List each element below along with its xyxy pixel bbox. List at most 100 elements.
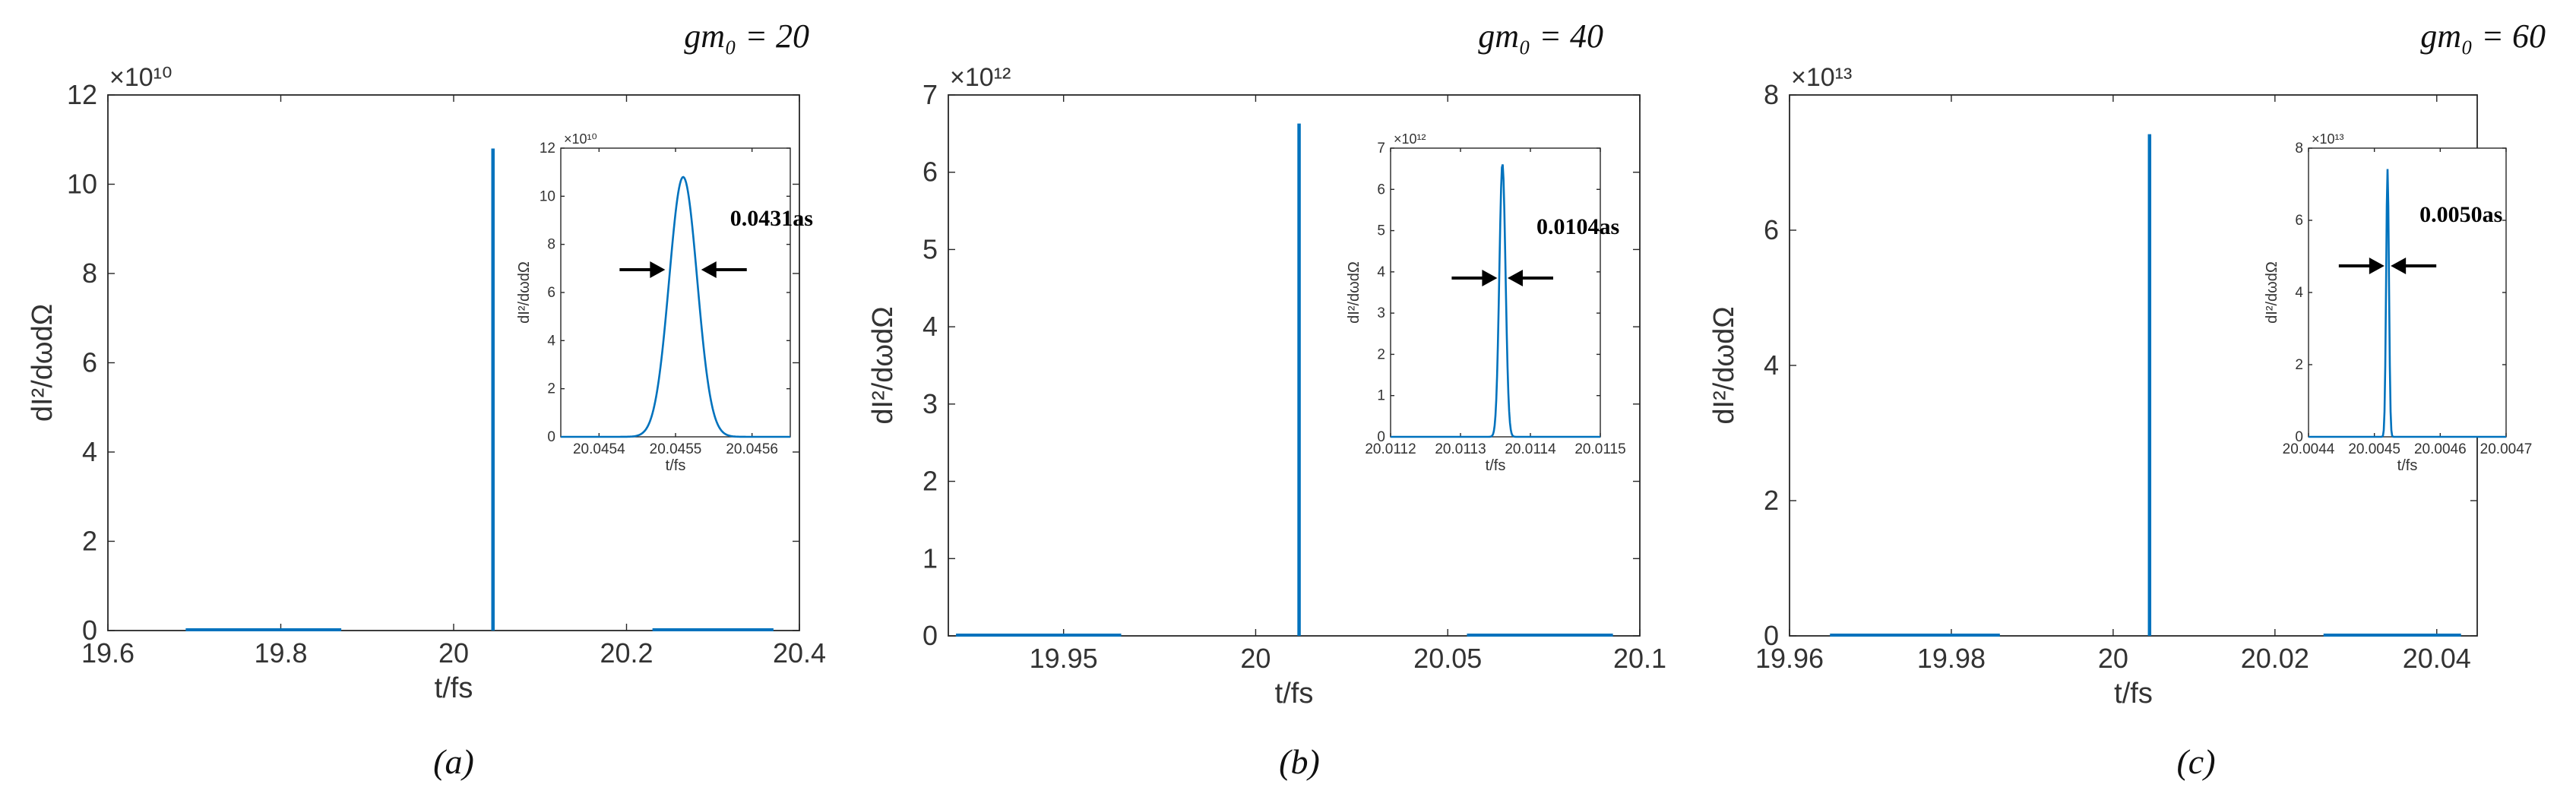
y-tick-label: 2 [1764, 485, 1779, 516]
y-tick-label: 8 [547, 237, 555, 253]
fwhm-label: 0.0431as [730, 206, 813, 231]
axis-multiplier: ×10¹² [1394, 131, 1426, 147]
fwhm-arrow-right-head [2391, 258, 2407, 274]
fwhm-arrow-left-head [650, 261, 666, 278]
y-axis-label: dI²/dωdΩ [1346, 261, 1362, 324]
y-tick-label: 8 [2295, 141, 2303, 156]
x-axis-label: t/fs [2114, 678, 2153, 710]
axis-multiplier: ×10¹² [950, 63, 1011, 92]
x-axis-label: t/fs [1486, 457, 1506, 474]
x-tick-label: 19.6 [81, 637, 134, 669]
y-tick-label: 6 [82, 347, 97, 378]
x-tick-label: 20.05 [1413, 643, 1482, 674]
y-tick-label: 5 [1377, 223, 1385, 239]
x-axis-label: t/fs [2397, 457, 2418, 474]
y-tick-label: 4 [1764, 349, 1779, 381]
y-tick-label: 2 [1377, 346, 1385, 362]
y-tick-label: 6 [1377, 182, 1385, 198]
y-tick-label: 10 [67, 169, 97, 200]
panel-title: gm₀ = 60 [2420, 17, 2546, 55]
x-tick-label: 20.0454 [573, 441, 625, 457]
panel-2: 19.95 20 20.05 20.101234567×10¹²t/fsdI²/dωd… [867, 17, 1666, 781]
inset-plot-frame [1390, 147, 1601, 438]
x-tick-label: 20.4 [773, 637, 826, 669]
x-axis-label: t/fs [435, 672, 473, 704]
y-tick-label: 2 [547, 381, 555, 397]
fwhm-arrows [619, 261, 747, 278]
x-tick-label: 20.0455 [650, 441, 702, 457]
inset-axes: 20.0044 20.0045 20.0046 20.0047 0 2 4 6 8 ×10¹³ t/… [2264, 131, 2532, 474]
panel-caption: (b) [1279, 742, 1320, 781]
y-tick-label: 12 [67, 79, 97, 110]
x-tick-label: 20.0045 [2348, 441, 2400, 457]
y-tick-label: 0 [82, 615, 97, 646]
y-tick-label: 6 [922, 156, 938, 188]
y-tick-label: 0 [1377, 429, 1385, 445]
fwhm-label: 0.0104as [1536, 214, 1619, 239]
y-tick-label: 10 [540, 188, 555, 204]
y-tick-label: 4 [547, 333, 555, 349]
x-tick-label: 20.0044 [2283, 441, 2335, 457]
y-tick-label: 4 [1377, 264, 1385, 280]
y-tick-label: 0 [1764, 620, 1779, 651]
x-tick-label: 20.02 [2241, 643, 2309, 674]
axis-multiplier: ×10¹³ [2312, 131, 2344, 147]
x-tick-label: 20.0114 [1505, 441, 1556, 457]
panel-title: gm₀ = 40 [1478, 17, 1603, 55]
x-tick-label: 20.0046 [2414, 441, 2467, 457]
y-tick-label: 2 [2295, 357, 2303, 373]
y-tick-label: 1 [1377, 388, 1385, 404]
fwhm-arrow-left-head [1482, 270, 1498, 286]
inset-axes: 20.0112 20.0113 20.0114 20.0115 0 1 2 3 4 5 6 7 ×10¹… [1346, 131, 1626, 474]
fwhm-label: 0.0050as [2419, 202, 2502, 227]
fwhm-arrows [2338, 258, 2437, 274]
y-tick-label: 0 [547, 429, 555, 445]
x-tick-label: 20 [438, 637, 469, 669]
inset-peak-curve [1391, 164, 1600, 438]
panel-1: 19.6 19.8 20 20.2 20.4024681012×10¹⁰t/fsdI²/… [27, 17, 826, 781]
inset-axes: 20.0454 20.0455 20.0456 0 2 4 6 8 10 12 ×10¹⁰ t/fs d… [516, 131, 813, 474]
y-tick-label: 2 [82, 526, 97, 557]
y-tick-label: 8 [1764, 79, 1779, 110]
fwhm-arrow-right-head [1507, 270, 1523, 286]
inset-peak-curve [2309, 169, 2506, 438]
x-tick-label: 20.0456 [726, 441, 778, 457]
panel-caption: (a) [433, 742, 474, 781]
fwhm-arrow-right-head [701, 261, 717, 278]
x-tick-label: 20 [2098, 643, 2128, 674]
y-tick-label: 4 [82, 436, 97, 467]
y-tick-label: 6 [2295, 213, 2303, 229]
y-axis-label: dI²/dωdΩ [516, 261, 533, 324]
x-tick-label: 19.98 [1917, 643, 1986, 674]
x-tick-label: 20.0115 [1574, 441, 1625, 457]
x-tick-label: 20.04 [2403, 643, 2471, 674]
y-tick-label: 6 [1764, 214, 1779, 245]
y-tick-label: 7 [1377, 141, 1385, 156]
fwhm-arrow-left-head [2369, 258, 2385, 274]
x-tick-label: 19.96 [1755, 643, 1824, 674]
y-tick-label: 4 [2295, 285, 2303, 301]
x-tick-label: 20 [1240, 643, 1271, 674]
x-tick-label: 20.1 [1613, 643, 1666, 674]
y-tick-label: 2 [922, 466, 938, 497]
inset-plot-frame [2308, 147, 2507, 438]
y-tick-label: 7 [922, 79, 938, 110]
y-tick-label: 4 [922, 311, 938, 342]
x-tick-label: 20.0112 [1365, 441, 1416, 457]
panel-caption: (c) [2176, 742, 2215, 781]
x-tick-label: 19.8 [254, 637, 307, 669]
y-axis-label: dI²/dωdΩ [27, 304, 59, 422]
y-tick-label: 8 [82, 258, 97, 289]
y-tick-label: 0 [922, 620, 938, 651]
y-tick-label: 3 [922, 388, 938, 419]
y-tick-label: 5 [922, 233, 938, 264]
x-axis-label: t/fs [1275, 678, 1314, 710]
panel-3: 19.96 19.98 20 20.02 20.0402468×10¹³t/fsdI²/… [1708, 17, 2546, 781]
y-tick-label: 6 [547, 285, 555, 301]
y-tick-label: 0 [2295, 429, 2303, 445]
inset-plot-frame [560, 147, 791, 438]
x-tick-label: 19.95 [1030, 643, 1098, 674]
axis-multiplier: ×10¹⁰ [564, 131, 597, 147]
inset-peak-curve [561, 175, 790, 438]
